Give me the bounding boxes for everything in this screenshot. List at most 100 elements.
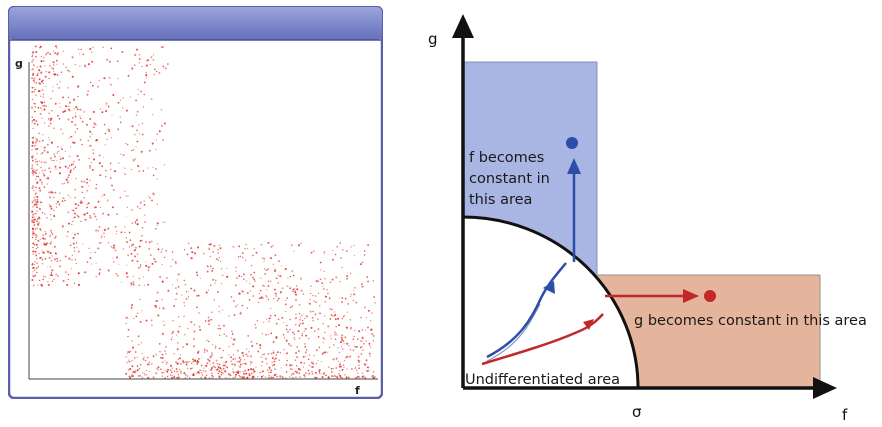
scatter-point xyxy=(79,115,81,117)
scatter-point xyxy=(40,107,42,109)
scatter-point xyxy=(238,245,241,248)
scatter-point xyxy=(240,358,242,361)
scatter-point xyxy=(51,67,53,69)
scatter-point xyxy=(53,215,56,217)
scatter-point xyxy=(67,69,69,72)
scatter-point xyxy=(157,366,160,369)
scatter-point xyxy=(223,362,225,364)
scatter-point xyxy=(208,249,210,251)
scatter-point xyxy=(253,271,256,274)
scatter-point xyxy=(208,247,210,250)
scatter-point xyxy=(46,242,49,244)
scatter-point xyxy=(102,46,104,48)
window-title-bar[interactable] xyxy=(9,7,382,40)
scatter-point xyxy=(272,351,275,354)
scatter-point xyxy=(89,145,91,147)
scatter-point xyxy=(173,353,175,355)
scatter-point xyxy=(67,167,70,169)
scatter-point xyxy=(262,375,264,377)
scatter-point xyxy=(266,362,268,365)
scatter-point xyxy=(254,326,257,329)
scatter-point xyxy=(95,139,98,142)
scatter-point xyxy=(172,330,175,333)
scatter-point xyxy=(218,244,221,247)
scatter-point xyxy=(56,47,58,49)
scatter-point xyxy=(53,155,56,158)
scatter-point xyxy=(305,372,307,375)
scatter-point xyxy=(34,269,36,271)
scatter-point xyxy=(369,344,371,347)
scatter-point xyxy=(43,122,46,124)
scatter-point xyxy=(241,352,244,355)
scatter-point xyxy=(232,371,235,374)
scatter-point xyxy=(346,368,348,370)
scatter-point xyxy=(190,257,193,260)
scatter-point xyxy=(132,243,135,246)
scatter-point xyxy=(231,333,234,335)
scatter-point xyxy=(89,136,91,138)
scatter-point xyxy=(43,174,46,177)
scatter-point xyxy=(312,310,314,313)
scatter-point xyxy=(314,313,317,316)
scatter-point xyxy=(329,307,331,310)
scatter-point xyxy=(268,366,271,369)
scatter-point xyxy=(174,287,177,290)
scatter-point xyxy=(296,346,298,348)
scatter-point xyxy=(353,293,356,296)
scatter-point xyxy=(339,376,342,379)
scatter-point xyxy=(330,335,332,337)
scatter-point xyxy=(48,167,51,170)
scatter-point xyxy=(33,122,36,125)
scatter-point xyxy=(166,370,169,373)
scatter-point xyxy=(104,132,107,135)
scatter-point xyxy=(265,333,267,336)
scatter-point xyxy=(156,203,159,206)
scatter-point xyxy=(170,265,172,267)
scatter-point xyxy=(118,263,120,265)
scatter-point xyxy=(208,243,210,246)
scatter-point xyxy=(95,183,98,186)
scatter-point xyxy=(371,375,374,378)
scatter-point xyxy=(51,233,54,235)
scatter-point xyxy=(251,376,254,379)
scatter-point xyxy=(293,338,296,341)
scatter-point xyxy=(188,360,191,362)
scatter-point xyxy=(44,257,47,260)
scatter-point xyxy=(49,53,51,55)
scatter-point xyxy=(285,371,288,373)
scatter-point xyxy=(287,277,289,279)
scatter-point xyxy=(122,107,124,109)
scatter-point xyxy=(56,206,58,208)
scatter-point xyxy=(155,228,157,230)
scatter-point xyxy=(249,360,251,363)
scatter-point xyxy=(112,257,114,259)
scatter-point xyxy=(41,117,43,120)
scatter-point xyxy=(34,170,36,172)
scatter-point xyxy=(82,121,84,123)
scatter-point xyxy=(171,375,173,377)
scatter-point xyxy=(33,213,35,215)
scatter-point xyxy=(252,285,255,288)
scatter-point xyxy=(260,375,263,378)
scatter-point xyxy=(265,268,268,271)
scatter-point xyxy=(364,306,366,309)
scatter-point xyxy=(35,178,37,180)
scatter-point xyxy=(234,305,237,308)
scatter-point xyxy=(51,280,54,283)
scatter-point xyxy=(155,306,157,309)
scatter-point xyxy=(64,199,66,202)
scatter-point xyxy=(40,153,42,155)
scatter-point xyxy=(256,320,258,322)
scatter-point xyxy=(120,99,122,101)
scatter-point xyxy=(138,375,140,377)
scatter-point xyxy=(37,72,39,75)
scatter-point xyxy=(50,273,53,277)
scatter-point xyxy=(35,267,38,270)
scatter-point xyxy=(195,271,198,274)
scatter-point xyxy=(273,374,276,377)
scatter-point xyxy=(327,366,330,368)
phase-y-axis-arrowhead xyxy=(452,14,474,38)
scatter-point xyxy=(33,144,36,147)
scatter-point xyxy=(239,363,242,366)
scatter-point xyxy=(31,165,34,167)
